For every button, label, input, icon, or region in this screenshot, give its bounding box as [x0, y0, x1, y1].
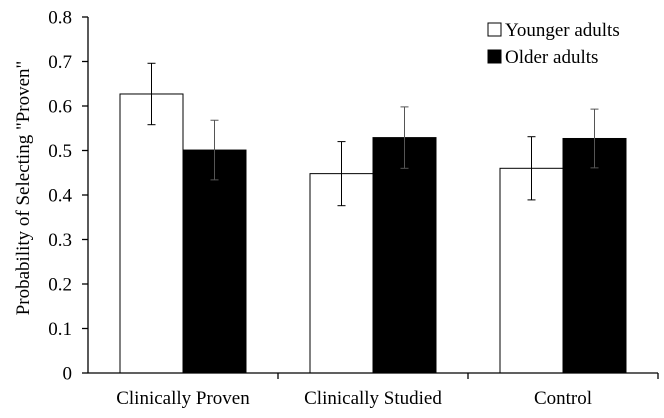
y-tick-label: 0.7	[48, 52, 72, 73]
x-category-label: Clinically Proven	[116, 388, 250, 409]
bar-younger-2	[499, 167, 564, 374]
legend-label-older: Older adults	[505, 47, 598, 68]
y-tick-label: 0	[63, 364, 73, 385]
bars-layer	[119, 93, 627, 374]
y-tick-label: 0.8	[48, 8, 72, 29]
y-tick-label: 0.6	[48, 97, 72, 118]
x-category-label: Control	[534, 388, 592, 409]
y-tick-label: 0.2	[48, 275, 72, 296]
x-category-label: Clinically Studied	[304, 388, 442, 409]
legend-label-younger: Younger adults	[505, 20, 620, 41]
x-category-labels: Clinically Proven Clinically Studied Contr…	[116, 388, 592, 409]
bar-older-2	[562, 137, 627, 374]
y-tick-label: 0.5	[48, 141, 72, 162]
legend-swatch-older	[487, 49, 502, 64]
y-tick-label: 0.4	[48, 186, 72, 207]
bar-younger-0	[119, 93, 184, 374]
bar-older-1	[372, 137, 437, 374]
legend: Younger adults Older adults	[487, 20, 620, 68]
bar-younger-1	[309, 173, 374, 374]
bar-older-0	[182, 149, 247, 374]
y-ticks-layer: 0 0.1 0.2 0.3 0.4 0.5 0.6 0.7 0.8	[48, 8, 659, 385]
error-bars-layer	[147, 62, 599, 207]
y-tick-label: 0.3	[48, 230, 72, 251]
y-tick-label: 0.1	[48, 319, 72, 340]
legend-swatch-younger	[487, 22, 502, 37]
y-axis-title: Probability of Selecting "Proven"	[13, 61, 34, 316]
